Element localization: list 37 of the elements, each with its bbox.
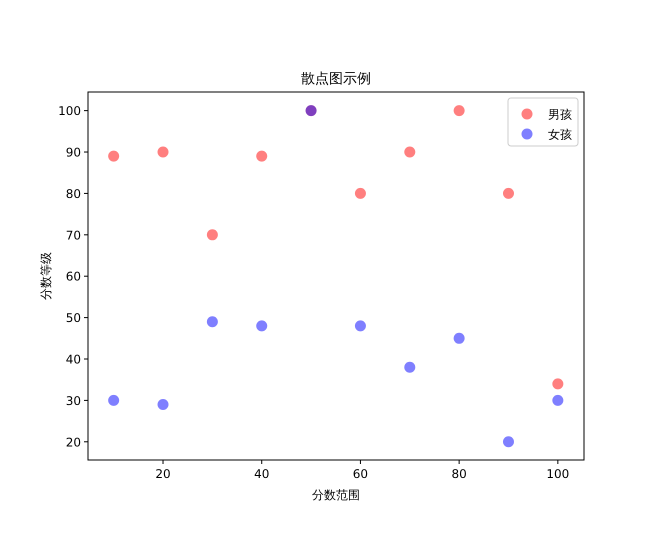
x-tick-label: 40 <box>254 467 270 481</box>
y-tick-label: 50 <box>66 311 81 326</box>
y-axis-title: 分数等级 <box>39 252 53 300</box>
y-tick-label: 70 <box>66 228 81 242</box>
point <box>158 399 169 410</box>
point <box>502 188 514 199</box>
y-tick-label: 80 <box>66 186 81 201</box>
y-tick-label: 30 <box>66 394 81 408</box>
point <box>502 436 514 448</box>
point <box>158 146 169 158</box>
point <box>206 229 218 240</box>
point <box>108 394 120 406</box>
x-tick-label: 60 <box>352 467 368 481</box>
point <box>454 332 465 344</box>
point <box>552 394 564 406</box>
x-tick-label: 80 <box>451 467 467 481</box>
y-tick-label: 20 <box>66 435 81 450</box>
point <box>404 146 416 158</box>
point <box>206 316 218 328</box>
chart-title: 散点图示例 <box>301 71 371 87</box>
y-tick-label: 40 <box>66 352 81 366</box>
point <box>256 320 268 332</box>
y-tick-label: 90 <box>66 146 81 160</box>
x-tick-label: 100 <box>546 467 570 481</box>
point <box>354 320 366 332</box>
point <box>454 105 465 116</box>
y-tick-label: 60 <box>66 270 81 284</box>
x-tick-label: 20 <box>155 467 171 481</box>
point <box>256 150 268 162</box>
point <box>404 362 416 373</box>
legend-label: 男孩 <box>548 108 572 122</box>
y-tick-label: 100 <box>58 104 81 118</box>
point <box>354 188 366 199</box>
point <box>552 378 564 390</box>
legend-label: 女孩 <box>548 128 572 142</box>
point <box>108 150 120 162</box>
x-axis-title: 分数范围 <box>312 488 360 502</box>
